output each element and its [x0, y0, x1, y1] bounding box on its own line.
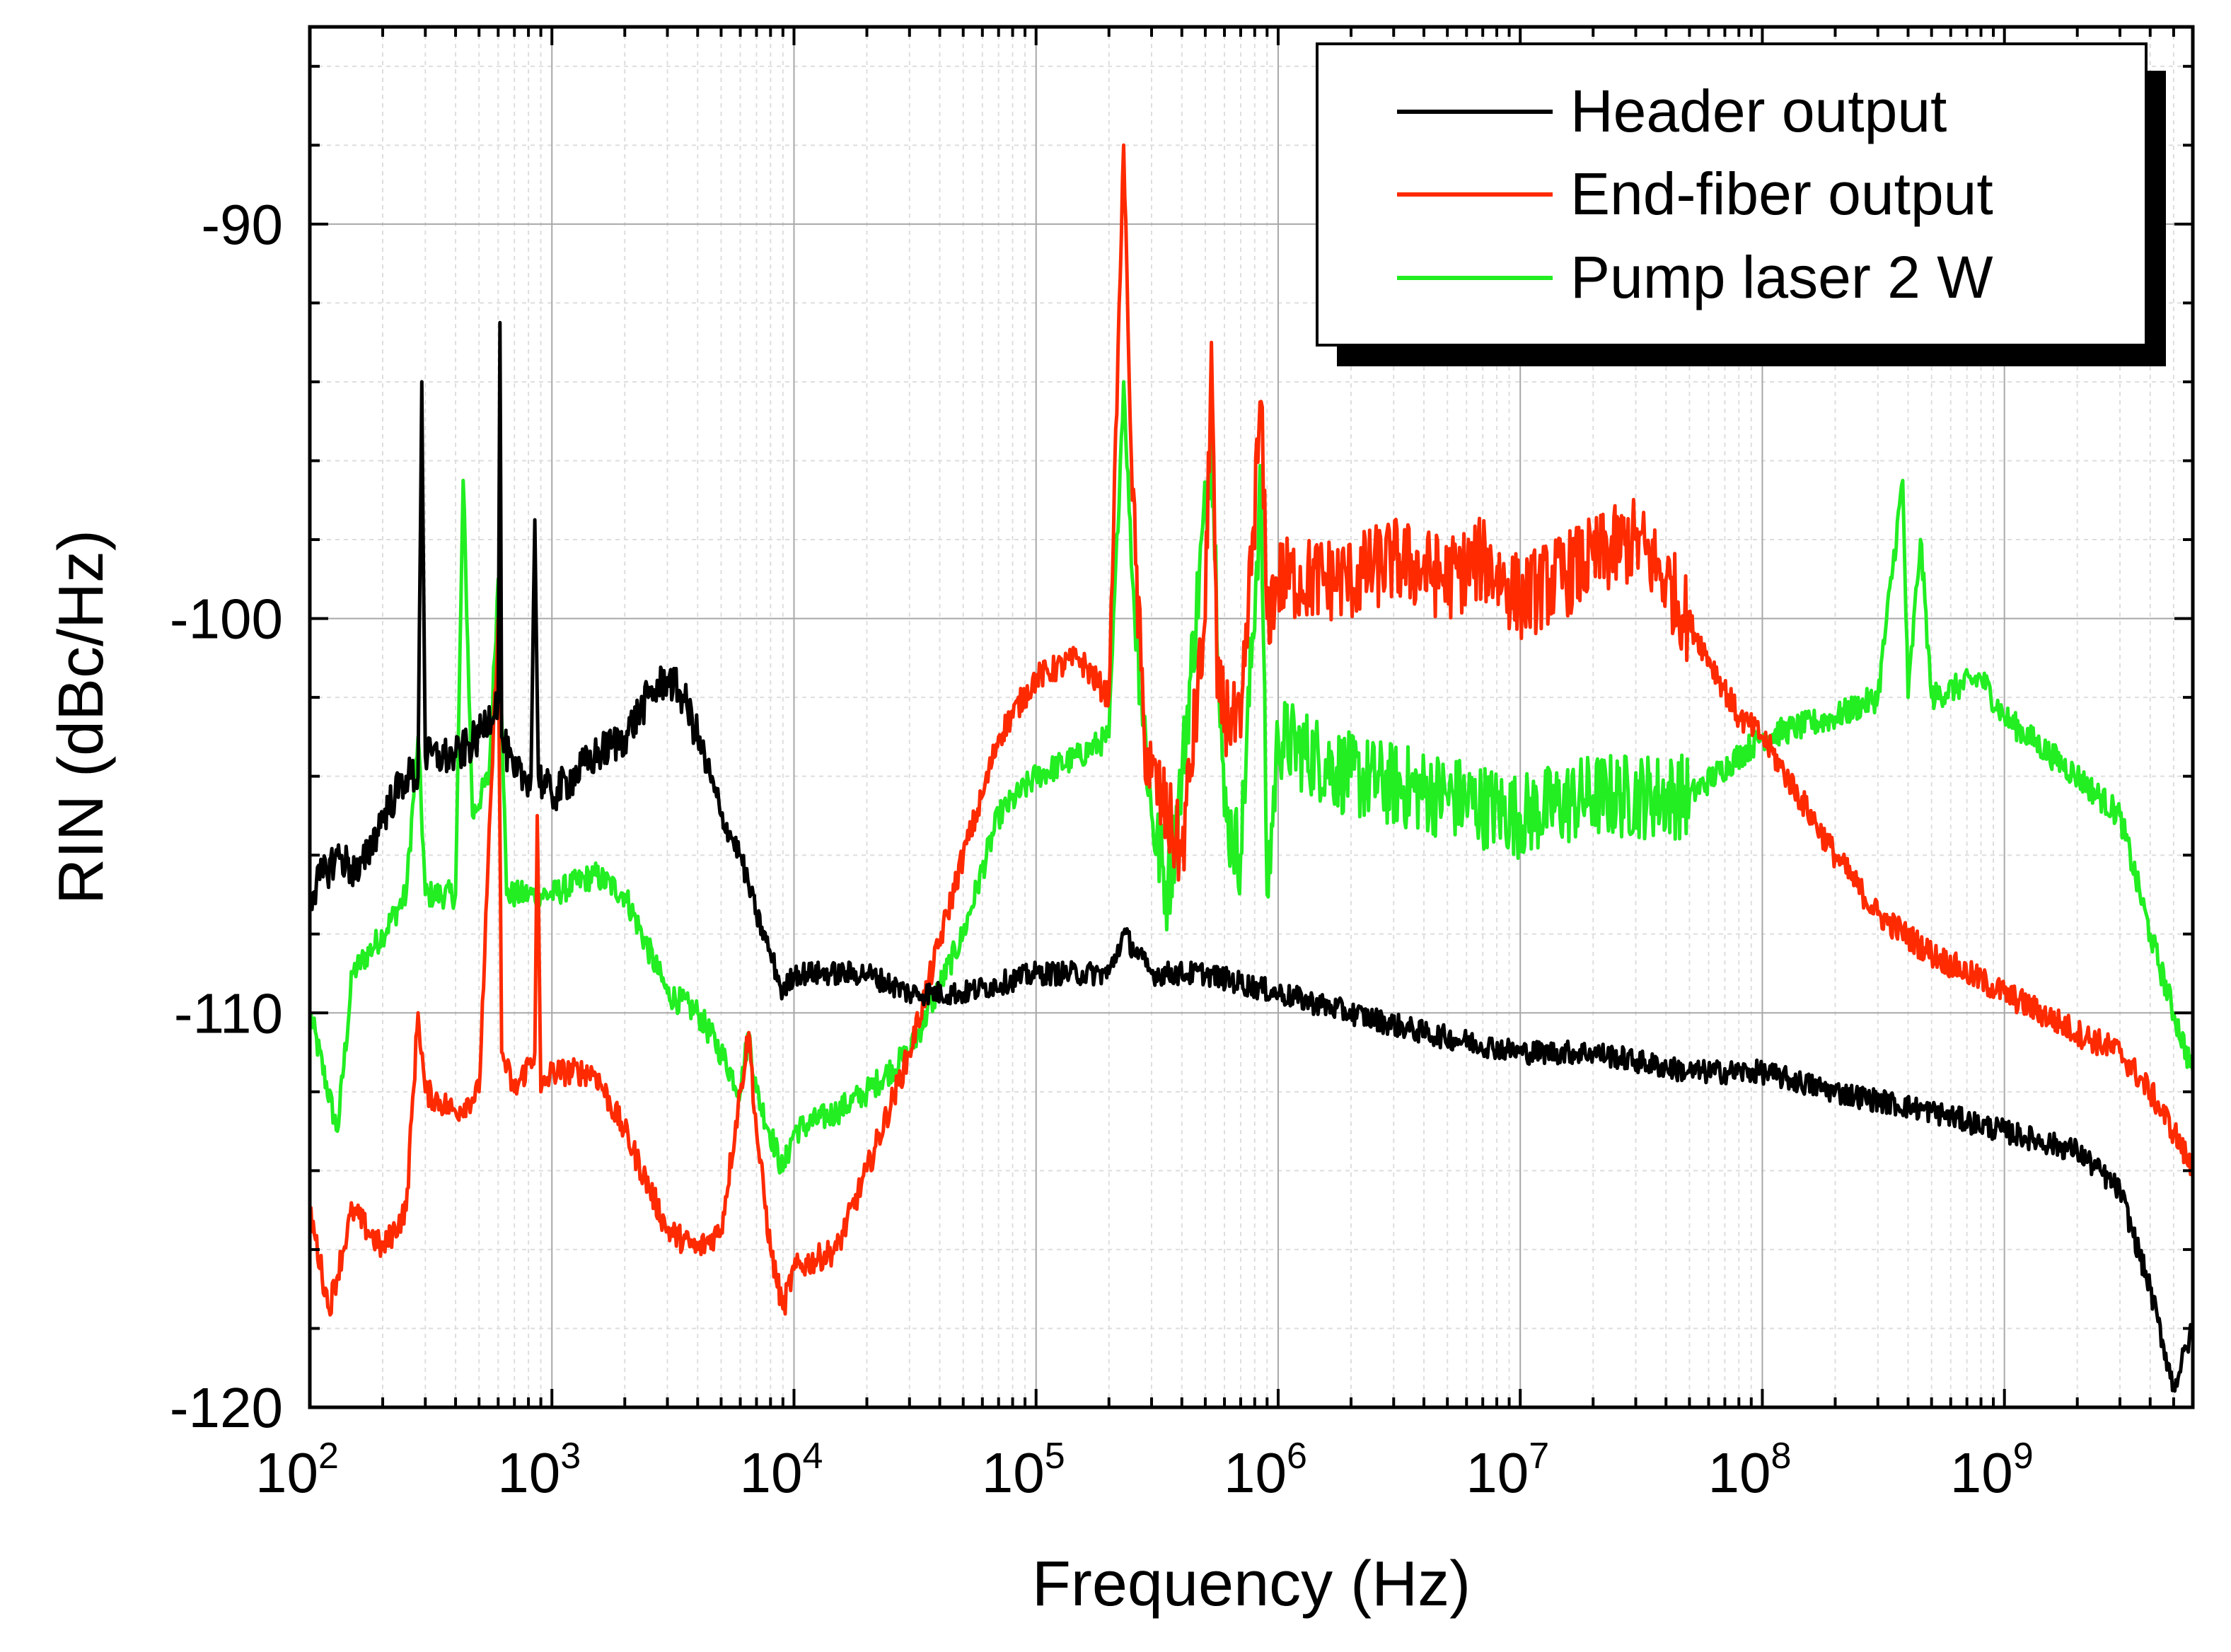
y-tick-labels: -90 -100 -110 -120	[170, 193, 283, 1439]
y-tick-label: -100	[170, 588, 283, 651]
axis-ticks	[308, 27, 2194, 1409]
plot-frame	[308, 25, 2195, 1409]
x-tick-label: 103	[497, 1436, 581, 1504]
y-tick-label: -110	[174, 982, 283, 1045]
y-axis-title: RIN (dBc/Hz)	[46, 530, 117, 904]
y-tick-label: -90	[201, 193, 283, 256]
series-line-end-fiber-output	[308, 143, 2194, 1317]
x-tick-label: 108	[1708, 1436, 1791, 1504]
x-tick-labels: 102 103 104 105 106 107 108 109	[255, 1436, 2034, 1504]
series-line-pump-laser-2-w	[309, 380, 2195, 1175]
x-axis-title: Frequency (Hz)	[1032, 1549, 1471, 1619]
y-tick-label: -120	[170, 1376, 283, 1439]
x-tick-label: 106	[1224, 1436, 1307, 1504]
legend: Header output End-fiber output Pump lase…	[1316, 42, 2166, 366]
x-tick-label: 104	[740, 1436, 823, 1504]
x-tick-label: 107	[1466, 1436, 1549, 1504]
series-layer	[308, 143, 2195, 1393]
x-tick-label: 105	[982, 1436, 1065, 1504]
series-line-header-output	[308, 320, 2195, 1393]
legend-label-header-output: Header output	[1570, 78, 1947, 144]
legend-label-pump-laser-2w: Pump laser 2 W	[1570, 244, 1993, 310]
legend-label-end-fiber-output: End-fiber output	[1570, 161, 1993, 227]
x-tick-label: 109	[1950, 1436, 2034, 1504]
x-tick-label: 102	[255, 1436, 339, 1504]
